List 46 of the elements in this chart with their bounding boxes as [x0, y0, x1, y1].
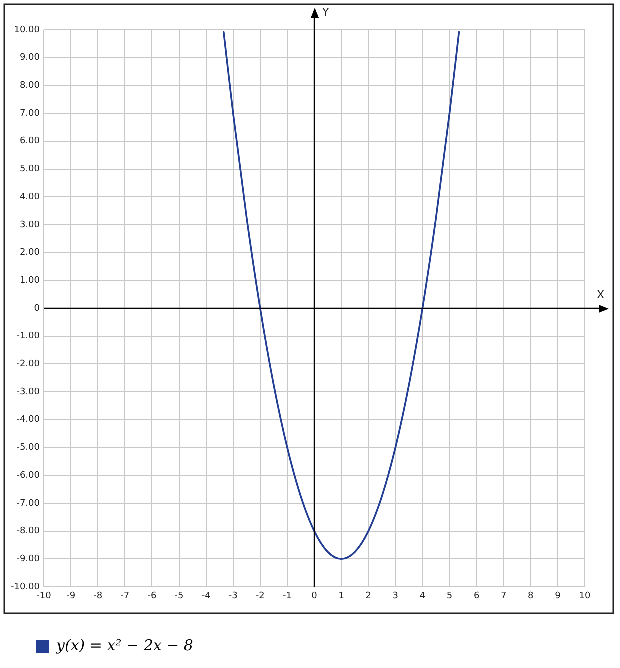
y-tick-label: 6.00 [20, 136, 40, 147]
y-tick-label: 3.00 [20, 220, 40, 230]
x-tick-label: -9 [66, 592, 76, 602]
x-tick-label: -1 [282, 592, 292, 602]
y-axis-title: Y [322, 6, 330, 19]
x-tick-label: -2 [256, 592, 265, 602]
x-axis-title: X [597, 288, 605, 302]
x-tick-label: -10 [36, 592, 52, 602]
x-tick-label: 7 [500, 592, 507, 602]
x-tick-label: 1 [338, 592, 344, 602]
y-tick-label: -9.00 [16, 554, 40, 564]
y-tick-label: 0 [34, 304, 40, 314]
y-tick-label: 5.00 [20, 164, 40, 175]
legend-label: y(x) = x² − 2x − 8 [56, 636, 194, 654]
x-tick-label: -8 [94, 592, 103, 602]
y-tick-label: 7.00 [20, 108, 40, 119]
y-tick-label: -8.00 [16, 526, 40, 537]
x-tick-label: -5 [174, 592, 184, 602]
y-tick-label: -6.00 [16, 470, 40, 481]
x-tick-label: -6 [148, 592, 157, 602]
x-tick-label: 5 [446, 592, 453, 602]
x-tick-label: 3 [392, 592, 399, 602]
x-tick-label: -4 [202, 592, 212, 602]
y-tick-label: -1.00 [16, 332, 40, 342]
y-tick-label: -3.00 [16, 387, 40, 398]
y-tick-label: 9.00 [20, 53, 40, 64]
y-tick-label: -10.00 [10, 582, 40, 592]
x-tick-label: 8 [528, 592, 534, 602]
y-tick-label: -5.00 [16, 443, 40, 454]
x-tick-label: 4 [420, 592, 426, 602]
y-tick-label: 4.00 [20, 192, 40, 202]
x-tick-label: -7 [120, 592, 130, 602]
y-tick-label: -7.00 [16, 498, 40, 509]
y-tick-label: 8.00 [20, 81, 40, 92]
y-tick-label: -2.00 [16, 360, 40, 370]
x-tick-label: 6 [474, 592, 480, 602]
y-tick-label: 10.00 [14, 25, 40, 36]
y-tick-label: -4.00 [16, 415, 40, 426]
x-tick-label: 2 [366, 592, 372, 602]
line-series [222, 31, 460, 560]
x-tick-label: 10 [579, 592, 591, 602]
y-tick-label: 1.00 [20, 276, 40, 286]
x-tick-label: 9 [555, 592, 562, 602]
x-tick-label: -3 [228, 592, 238, 602]
y-tick-label: 2.00 [20, 248, 40, 258]
x-tick-label: 0 [312, 592, 318, 602]
